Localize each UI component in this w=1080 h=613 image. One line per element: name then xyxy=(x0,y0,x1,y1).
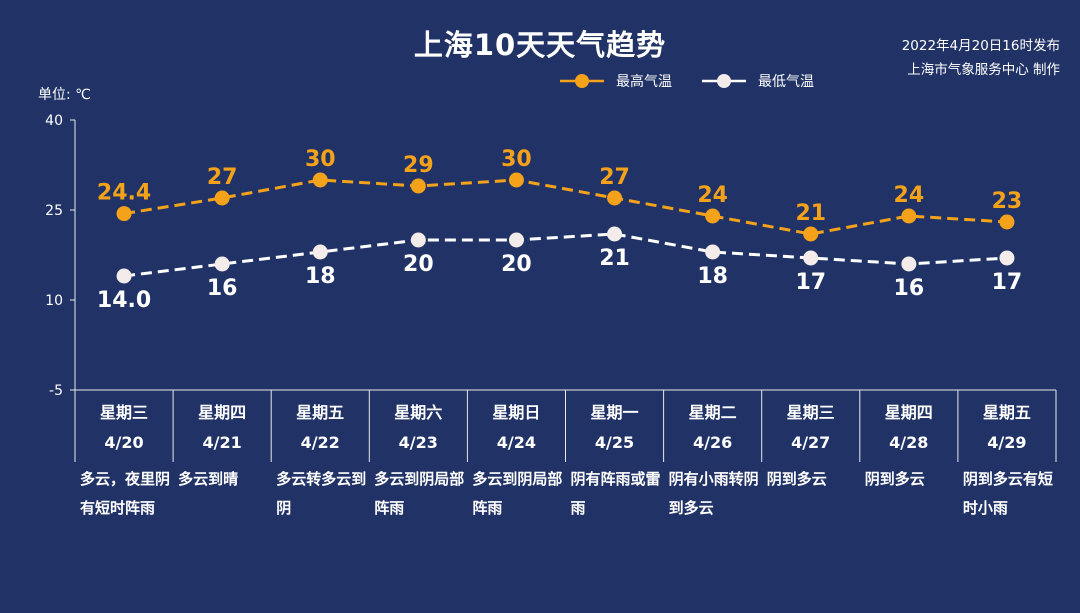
point-high xyxy=(508,172,524,188)
weather-description: 阴有小雨转阴到多云 xyxy=(668,470,759,517)
date-label: 4/23 xyxy=(398,433,438,452)
weather-description: 阴到多云有短时小雨 xyxy=(962,470,1053,517)
data-label-high: 24.4 xyxy=(97,181,151,206)
point-low xyxy=(410,232,426,248)
day-cell: 星期六 4/23 xyxy=(369,391,467,463)
data-label-high: 24 xyxy=(894,183,925,208)
weather-description: 阴到多云 xyxy=(864,470,925,488)
y-tick-label: 10 xyxy=(45,293,63,309)
series-line-high xyxy=(123,178,1008,236)
publish-time: 2022年4月20日16时发布 xyxy=(901,38,1060,54)
day-cell: 星期一 4/25 xyxy=(566,391,664,463)
data-label-low: 16 xyxy=(207,276,238,301)
data-label-high: 30 xyxy=(305,147,336,172)
legend: 最高气温 最低气温 xyxy=(560,71,844,91)
point-low xyxy=(312,244,328,260)
date-label: 4/28 xyxy=(889,433,929,452)
data-label-high: 21 xyxy=(795,201,826,226)
point-low xyxy=(901,256,917,272)
point-low xyxy=(116,268,132,284)
y-tick-label: 25 xyxy=(45,203,63,219)
weather-description: 多云到阴局部阵雨 xyxy=(374,470,465,517)
weather-description: 多云转多云到阴 xyxy=(276,470,367,517)
point-high xyxy=(116,206,132,222)
day-cell: 星期四 4/21 xyxy=(173,391,271,463)
data-label-high: 30 xyxy=(501,147,532,172)
point-low xyxy=(607,226,623,242)
point-low xyxy=(999,250,1015,266)
point-high xyxy=(607,190,623,206)
weekday-label: 星期五 xyxy=(296,403,345,422)
day-cell: 星期五 4/29 xyxy=(958,391,1056,463)
weather-description: 多云，夜里阴有短时阵雨 xyxy=(80,470,171,517)
data-label-high: 24 xyxy=(697,183,728,208)
date-label: 4/29 xyxy=(987,433,1027,452)
publisher: 上海市气象服务中心 制作 xyxy=(907,62,1060,78)
point-high xyxy=(214,190,230,206)
day-cell: 星期二 4/26 xyxy=(664,391,762,463)
y-tick-label: 40 xyxy=(45,113,63,129)
date-label: 4/20 xyxy=(104,433,144,452)
legend-low-marker xyxy=(702,74,746,88)
legend-low-label: 最低气温 xyxy=(758,74,814,90)
weekday-label: 星期四 xyxy=(198,403,247,422)
data-label-low: 18 xyxy=(697,264,728,289)
weather-description: 阴到多云 xyxy=(766,470,827,488)
weekday-label: 星期四 xyxy=(884,403,933,422)
weekday-label: 星期二 xyxy=(688,403,737,422)
point-low xyxy=(705,244,721,260)
date-label: 4/25 xyxy=(594,433,635,452)
point-high xyxy=(901,208,917,224)
weekday-label: 星期五 xyxy=(982,403,1031,422)
data-label-low: 18 xyxy=(305,264,336,289)
point-high xyxy=(705,208,721,224)
point-low xyxy=(803,250,819,266)
y-tick-label: -5 xyxy=(49,383,63,399)
series-line-low xyxy=(123,232,1008,278)
weekday-label: 星期一 xyxy=(590,403,639,422)
day-cell: 星期日 4/24 xyxy=(467,391,565,463)
data-label-low: 16 xyxy=(894,276,925,301)
data-label-low: 20 xyxy=(403,252,434,277)
data-label-high: 29 xyxy=(403,153,434,178)
date-label: 4/27 xyxy=(791,433,831,452)
point-low xyxy=(214,256,230,272)
legend-item-low: 最低气温 xyxy=(702,71,814,91)
chart-title: 上海10天天气趋势 xyxy=(413,28,667,62)
data-label-low: 17 xyxy=(795,270,826,295)
weekday-label: 星期日 xyxy=(492,403,541,422)
date-label: 4/24 xyxy=(496,433,537,452)
data-label-low: 20 xyxy=(501,252,532,277)
weekday-label: 星期三 xyxy=(786,403,835,422)
weather-description: 多云到阴局部阵雨 xyxy=(472,470,563,517)
day-cell: 星期三 4/20 xyxy=(75,391,173,463)
weather-description: 阴有阵雨或雷雨 xyxy=(570,470,661,517)
data-label-high: 27 xyxy=(207,165,238,190)
legend-item-high: 最高气温 xyxy=(560,71,672,91)
data-label-high: 27 xyxy=(599,165,630,190)
publish-info: 2022年4月20日16时发布 上海市气象服务中心 制作 xyxy=(902,34,1060,82)
point-low xyxy=(508,232,524,248)
date-label: 4/22 xyxy=(300,433,340,452)
weather-description: 多云到晴 xyxy=(178,470,239,488)
data-label-low: 17 xyxy=(992,270,1023,295)
point-high xyxy=(999,214,1015,230)
legend-high-marker xyxy=(560,74,604,88)
data-label-low: 21 xyxy=(599,246,630,271)
date-label: 4/26 xyxy=(692,433,733,452)
weekday-label: 星期三 xyxy=(99,403,148,422)
point-high xyxy=(312,172,328,188)
data-label-high: 23 xyxy=(992,189,1023,214)
day-cell: 星期五 4/22 xyxy=(271,391,369,463)
day-cell: 星期四 4/28 xyxy=(860,391,958,463)
day-cell: 星期三 4/27 xyxy=(762,391,860,463)
legend-high-label: 最高气温 xyxy=(616,74,672,90)
data-label-low: 14.0 xyxy=(97,288,151,313)
date-label: 4/21 xyxy=(202,433,242,452)
weekday-label: 星期六 xyxy=(394,403,443,422)
point-high xyxy=(410,178,426,194)
unit-label: 单位: ℃ xyxy=(38,87,91,103)
point-high xyxy=(803,226,819,242)
